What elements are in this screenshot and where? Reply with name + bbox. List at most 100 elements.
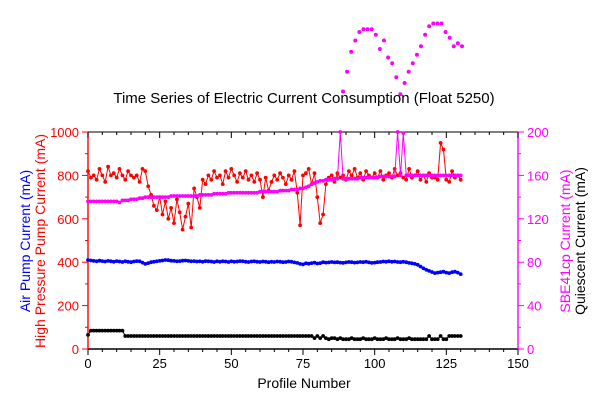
data-point <box>169 334 174 338</box>
data-point <box>395 336 400 340</box>
data-point <box>435 173 440 178</box>
right-y-tick-label: 200 <box>527 125 549 140</box>
data-point <box>103 328 108 333</box>
data-point <box>321 260 325 265</box>
data-point <box>209 259 214 264</box>
data-point <box>315 261 320 266</box>
data-point <box>163 334 168 338</box>
data-point <box>306 261 311 266</box>
data-point <box>435 337 440 342</box>
data-point <box>418 337 423 342</box>
data-point <box>243 169 248 174</box>
data-point <box>220 259 225 264</box>
data-point <box>223 169 228 174</box>
data-point <box>249 334 254 338</box>
data-point <box>318 178 323 183</box>
data-point <box>438 141 443 145</box>
data-point <box>329 336 334 340</box>
data-point <box>447 334 452 338</box>
data-point <box>197 259 202 264</box>
data-point <box>401 259 406 264</box>
data-point <box>195 259 199 264</box>
data-point <box>120 198 125 203</box>
data-point <box>415 262 420 267</box>
data-point <box>249 173 254 178</box>
data-point <box>218 259 222 264</box>
data-point <box>240 259 245 264</box>
data-point <box>352 167 357 171</box>
data-point <box>304 261 308 266</box>
data-point <box>404 173 409 178</box>
data-point <box>109 259 113 264</box>
data-point <box>421 266 426 271</box>
data-point <box>404 337 409 342</box>
data-point <box>278 171 282 176</box>
data-point <box>215 191 219 196</box>
data-point <box>146 334 151 338</box>
data-point <box>435 177 440 182</box>
data-point <box>180 194 185 198</box>
data-point <box>387 337 391 342</box>
data-point <box>189 225 194 230</box>
data-point <box>278 188 282 193</box>
data-point <box>269 189 274 194</box>
data-point <box>209 334 214 338</box>
data-point <box>281 334 285 338</box>
data-point <box>160 258 165 263</box>
data-point <box>137 196 142 201</box>
data-point <box>94 199 99 204</box>
data-point <box>283 182 288 187</box>
data-point <box>286 173 291 178</box>
data-point <box>263 189 268 194</box>
data-point <box>424 337 429 342</box>
left-axis-label-1: Air Pump Current (mA) <box>17 170 33 312</box>
data-point <box>203 182 208 187</box>
data-point <box>129 173 133 178</box>
data-point <box>286 334 291 338</box>
data-point <box>258 189 262 194</box>
data-point <box>226 190 231 195</box>
overlay-point <box>394 75 399 80</box>
data-point <box>169 194 174 198</box>
overlay-point <box>439 21 444 26</box>
data-point <box>154 334 159 338</box>
data-point <box>123 198 128 203</box>
data-point <box>218 334 222 338</box>
data-point <box>315 180 320 184</box>
data-point <box>441 147 446 152</box>
data-point <box>378 260 383 264</box>
data-point <box>378 174 383 179</box>
left-y-tick-label: 800 <box>57 168 79 183</box>
data-point <box>203 334 208 338</box>
data-point <box>458 272 463 276</box>
data-point <box>140 334 145 338</box>
data-point <box>453 269 457 274</box>
right-axis-label-1: SBE41cp Current (mA) <box>557 169 573 312</box>
overlay-point <box>451 44 456 49</box>
data-point <box>444 270 449 275</box>
data-point <box>195 194 199 198</box>
data-point <box>169 258 174 263</box>
data-point <box>220 191 225 196</box>
data-point <box>306 167 311 171</box>
data-point <box>358 337 363 342</box>
data-point <box>433 173 437 178</box>
data-point <box>149 260 154 265</box>
data-point <box>243 334 248 338</box>
data-point <box>143 334 148 338</box>
data-point <box>398 337 403 342</box>
x-tick-label: 125 <box>435 356 457 371</box>
data-point <box>381 259 386 264</box>
data-point <box>295 190 300 195</box>
data-point <box>97 328 102 333</box>
data-point <box>395 260 400 264</box>
data-point <box>163 195 168 200</box>
data-point <box>369 261 374 265</box>
data-point <box>375 260 380 265</box>
data-point <box>352 260 357 265</box>
data-point <box>180 258 185 263</box>
data-point <box>114 175 119 180</box>
data-point <box>329 260 334 264</box>
data-point <box>89 175 93 180</box>
